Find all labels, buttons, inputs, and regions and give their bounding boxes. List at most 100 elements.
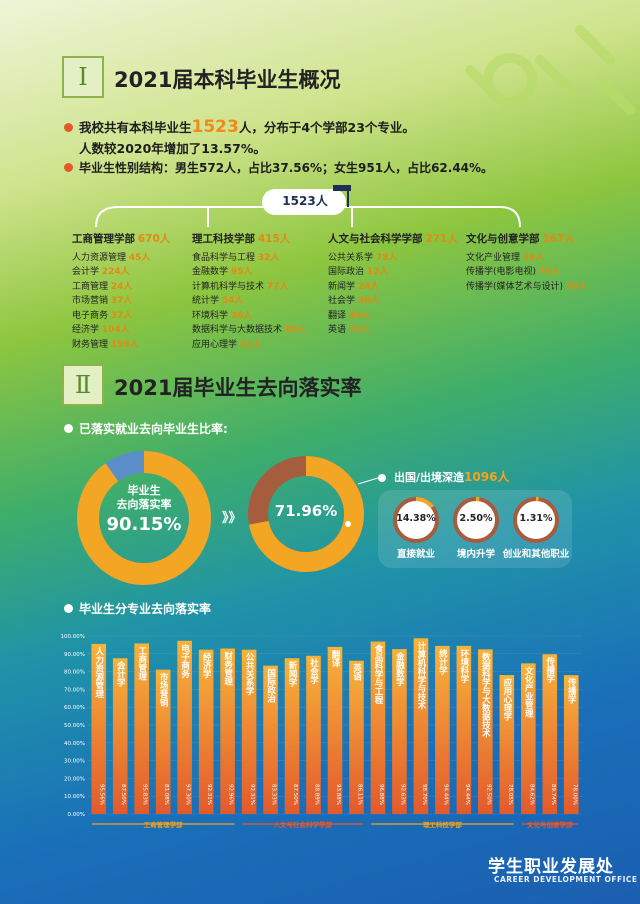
bar-name-label: 经济学 xyxy=(201,652,211,679)
dept-column: 理工科技学部 415人 食品科学与工程 32人 金融数学 95人 计算机科学与技… xyxy=(192,233,307,350)
bar xyxy=(284,658,300,814)
arrow-icon: 》》 xyxy=(222,511,242,526)
sub-rate-label: 境内升学 xyxy=(456,549,495,560)
callout-connectors xyxy=(345,474,386,527)
bar-value-label: 92.31% xyxy=(206,784,212,805)
bar-name-label: 文化产业管理 xyxy=(523,666,533,719)
bar-name-label: 新闻学 xyxy=(287,661,297,688)
bar-name-label: 市场营销 xyxy=(158,672,168,708)
section1-title: 2021届本科毕业生概况 xyxy=(114,68,341,92)
bar-value-label: 95.83% xyxy=(142,784,148,805)
growth-text: 人数较2020年增加了13.57%。 xyxy=(79,141,266,156)
donut1-value: 90.15% xyxy=(106,514,182,535)
donut1-label: 毕业生 去向落实率 xyxy=(116,484,172,511)
outcome-breakdown-donut xyxy=(248,456,364,572)
bar xyxy=(563,675,579,814)
section2-numeral: Ⅱ xyxy=(62,364,104,406)
bar-name-label: 国际政治 xyxy=(266,668,276,704)
section2-title: 2021届毕业生去向落实率 xyxy=(114,376,362,400)
sub-rate-label: 直接就业 xyxy=(396,549,435,560)
bar xyxy=(112,658,128,814)
bar-name-label: 英语 xyxy=(351,663,362,682)
overall-rate-arc xyxy=(77,451,211,585)
bar-name-label: 应用心理学 xyxy=(502,678,513,722)
total-number: 1523 xyxy=(191,117,239,137)
bar xyxy=(134,643,149,814)
bar-name-label: 社会学 xyxy=(309,658,320,685)
bar xyxy=(435,645,450,814)
bar-value-label: 89.74% xyxy=(550,784,556,805)
tree-connector xyxy=(95,185,521,228)
bullet-dot xyxy=(64,123,73,132)
y-tick-label: 100.00% xyxy=(61,634,85,640)
bar-name-label: 数据科学与大数据技术 xyxy=(480,652,491,739)
bar xyxy=(370,641,386,814)
bar xyxy=(542,654,558,814)
y-tick-label: 70.00% xyxy=(64,687,85,693)
bar-value-label: 78.05% xyxy=(507,784,513,805)
bullet-dot xyxy=(64,163,73,172)
bar-value-label: 92.50% xyxy=(485,784,491,805)
bar-name-label: 计算机科学与技术 xyxy=(416,641,427,711)
bar-value-label: 98.70% xyxy=(421,784,427,805)
major-rate-bar-chart: 0.00% 10.00% 20.00% 30.00% 40.00% 50.00% 60.00… xyxy=(61,634,582,829)
bar-name-label: 人力资源管理 xyxy=(94,646,104,699)
bar-value-label: 84.62% xyxy=(528,784,534,805)
bar-name-label: 传播学 xyxy=(566,678,577,705)
y-tick-label: 30.00% xyxy=(64,759,85,765)
bar-name-label: 财务管理 xyxy=(223,651,234,687)
sub-rate-value: 2.50% xyxy=(459,513,493,524)
bullet-gender: 毕业生性别结构：男生572人，占比37.56%；女生951人，占比62.44%。 xyxy=(64,159,493,176)
bar xyxy=(177,640,192,814)
bar-name-label: 电子商务 xyxy=(180,643,190,679)
bullet-dot xyxy=(64,604,73,613)
bar xyxy=(478,649,493,814)
bar-name-label: 统计学 xyxy=(437,648,447,675)
footer-en: CAREER DEVELOPMENT OFFICE xyxy=(494,875,638,884)
bar-value-label: 92.31% xyxy=(249,784,255,805)
group-label: 工商管理学部 xyxy=(144,820,184,829)
bar-value-label: 86.11% xyxy=(356,784,362,805)
bullet-total: 我校共有本科毕业生1523人，分布于4个学部23个专业。 xyxy=(64,117,415,137)
y-tick-label: 80.00% xyxy=(64,670,85,676)
bar xyxy=(521,663,536,814)
bar-value-label: 95.56% xyxy=(99,784,105,805)
bar-name-label: 金融数学 xyxy=(394,652,405,688)
bar xyxy=(263,665,278,814)
group-label: 文化与创意学部 xyxy=(526,820,573,829)
bar-name-label: 食品科学与工程 xyxy=(373,644,383,705)
bar-value-label: 87.50% xyxy=(120,784,126,805)
y-tick-label: 0.00% xyxy=(68,812,85,818)
bar-value-label: 92.63% xyxy=(399,784,405,805)
y-tick-label: 50.00% xyxy=(64,723,85,729)
abroad-callout: 出国/出境深造1096人 xyxy=(394,470,510,484)
decorative-logo-shapes xyxy=(465,25,635,115)
section1-numeral: Ⅰ xyxy=(62,56,104,98)
donut2-value: 71.96% xyxy=(274,502,338,520)
bar-name-label: 公共关系学 xyxy=(244,653,254,696)
bar xyxy=(499,675,515,814)
footer-cn: 学生职业发展处 xyxy=(488,857,614,877)
sub-rate-value: 14.38% xyxy=(396,513,436,524)
bar-value-label: 97.30% xyxy=(185,784,191,805)
bar-value-label: 93.88% xyxy=(335,784,341,805)
bar xyxy=(456,645,472,814)
y-tick-label: 90.00% xyxy=(64,652,85,658)
bar-value-label: 92.96% xyxy=(228,784,234,805)
bar-value-label: 87.50% xyxy=(292,784,298,805)
group-label: 理工科技学部 xyxy=(423,820,463,829)
subheading-rate: 已落实就业去向毕业生比率: xyxy=(64,420,228,437)
bar-value-label: 81.08% xyxy=(163,784,169,805)
bar xyxy=(413,638,429,814)
bar xyxy=(392,649,407,814)
bar xyxy=(220,648,235,814)
bar xyxy=(241,649,257,814)
bar-value-label: 88.89% xyxy=(314,784,320,805)
sub-rate-value: 1.31% xyxy=(519,513,553,524)
bar xyxy=(198,649,214,814)
abroad-rate-arc xyxy=(248,456,364,572)
bar xyxy=(327,646,343,814)
bar xyxy=(349,660,364,814)
group-label: 人文与社会科学学部 xyxy=(274,820,333,829)
bar xyxy=(91,643,107,814)
